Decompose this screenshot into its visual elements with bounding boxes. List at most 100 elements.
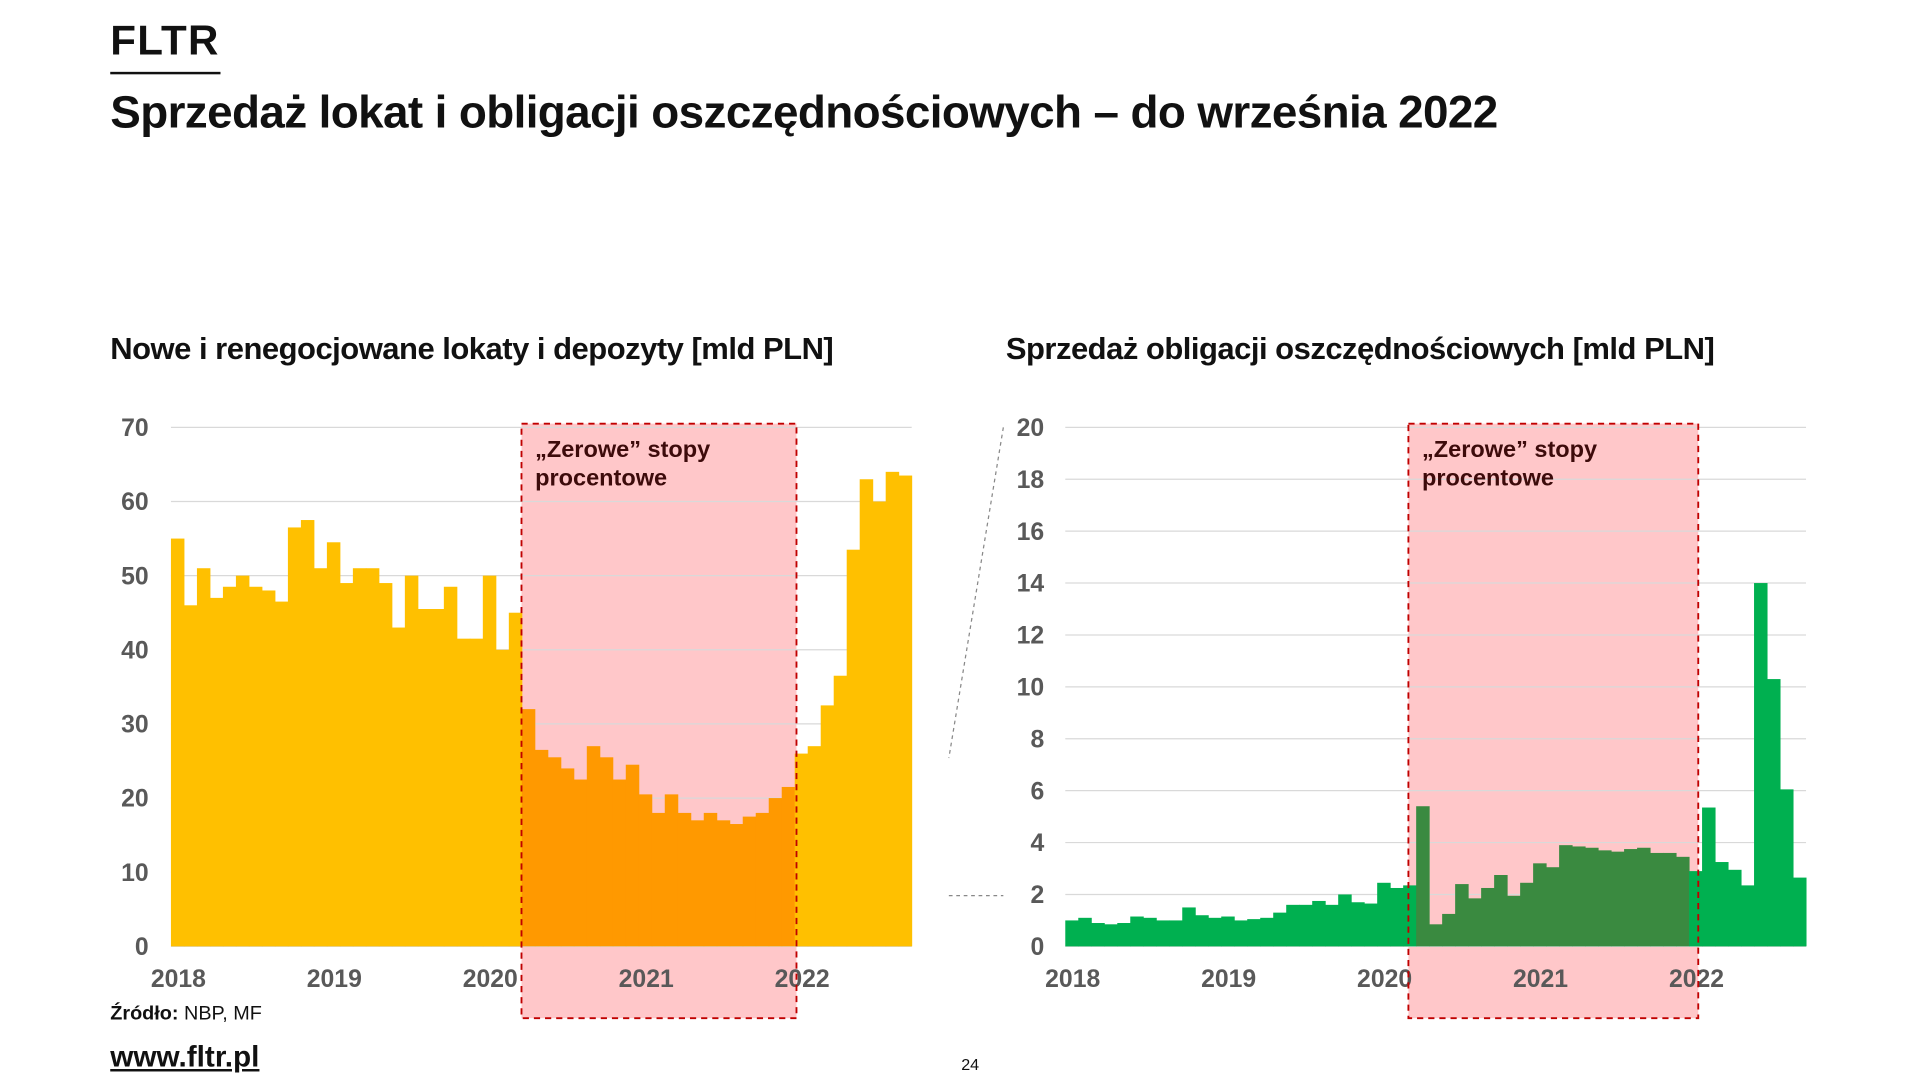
bar xyxy=(300,520,315,947)
x-tick-label: 2018 xyxy=(1045,966,1100,993)
bar xyxy=(612,779,627,947)
x-tick-label: 2021 xyxy=(619,966,674,993)
page-number: 24 xyxy=(961,1055,980,1074)
y-tick-label: 12 xyxy=(1017,623,1045,650)
bar xyxy=(469,638,484,947)
bar xyxy=(1689,871,1703,947)
bar xyxy=(547,757,562,947)
x-tick-label: 2019 xyxy=(1201,966,1256,993)
bar xyxy=(404,575,419,947)
bar xyxy=(1416,806,1430,947)
x-tick-label: 2020 xyxy=(1357,966,1412,993)
annotation-text: procentowe xyxy=(535,465,667,491)
bar xyxy=(209,597,224,947)
bar xyxy=(365,568,380,947)
annotation-text: procentowe xyxy=(1422,465,1554,491)
bar xyxy=(183,605,198,947)
bar xyxy=(339,583,354,947)
bar xyxy=(1247,919,1261,947)
bar xyxy=(430,609,445,947)
bar xyxy=(1143,917,1157,947)
bar xyxy=(1091,923,1105,947)
bar xyxy=(326,542,341,947)
bar xyxy=(443,586,458,947)
bar xyxy=(508,612,523,947)
bar xyxy=(1715,862,1729,947)
website-link[interactable]: www.fltr.pl xyxy=(110,1040,260,1074)
bar xyxy=(1533,863,1547,947)
x-tick-label: 2022 xyxy=(775,966,830,993)
bar xyxy=(1169,920,1183,947)
bar xyxy=(1260,917,1274,947)
bar xyxy=(1442,913,1456,947)
bar xyxy=(1117,923,1131,947)
bar xyxy=(625,764,640,947)
bar xyxy=(859,479,874,947)
bar xyxy=(1286,904,1300,947)
deposits-chart-title: Nowe i renegocjowane lokaty i depozyty [… xyxy=(110,331,834,367)
bar xyxy=(1312,900,1326,947)
bar xyxy=(586,746,601,947)
bar xyxy=(755,812,770,947)
bar xyxy=(1390,887,1404,947)
bar xyxy=(1520,882,1534,947)
bar xyxy=(1195,915,1209,947)
bar xyxy=(1572,846,1586,947)
page-title: Sprzedaż lokat i obligacji oszczędnościo… xyxy=(110,86,1498,138)
y-tick-label: 0 xyxy=(135,934,149,961)
bar xyxy=(1676,856,1690,947)
bar xyxy=(456,638,471,947)
bar xyxy=(1650,852,1664,947)
bar xyxy=(378,583,393,947)
bar xyxy=(1585,847,1599,947)
bar xyxy=(1728,869,1742,947)
bar xyxy=(1637,847,1651,947)
x-tick-label: 2019 xyxy=(307,966,362,993)
y-tick-label: 2 xyxy=(1030,882,1044,909)
bar xyxy=(742,816,757,947)
y-tick-label: 30 xyxy=(121,712,149,739)
bar xyxy=(1065,920,1079,947)
bar xyxy=(1273,912,1287,947)
bar xyxy=(703,812,718,947)
bar xyxy=(196,568,211,947)
x-tick-label: 2020 xyxy=(463,966,518,993)
y-tick-label: 8 xyxy=(1030,726,1044,753)
bar xyxy=(1078,917,1092,947)
bar xyxy=(1780,789,1794,947)
bar xyxy=(846,549,861,947)
bar xyxy=(872,501,887,947)
bar xyxy=(1754,583,1768,947)
bar xyxy=(534,749,549,947)
bar xyxy=(261,590,276,947)
bar xyxy=(1611,851,1625,947)
bar xyxy=(1429,924,1443,947)
bar xyxy=(1546,867,1560,947)
connector-line xyxy=(948,427,1004,759)
x-tick-label: 2021 xyxy=(1513,966,1568,993)
source-note: Źródło: NBP, MF xyxy=(110,1003,262,1025)
bar xyxy=(898,475,913,947)
y-tick-label: 0 xyxy=(1030,934,1044,961)
bar xyxy=(1624,849,1638,947)
bar xyxy=(495,649,510,947)
y-tick-label: 18 xyxy=(1017,467,1045,494)
bar xyxy=(1208,917,1222,947)
y-tick-label: 4 xyxy=(1030,830,1044,857)
bar xyxy=(638,794,653,947)
y-tick-label: 6 xyxy=(1030,778,1044,805)
bar xyxy=(417,609,432,947)
bar xyxy=(1325,904,1339,947)
bar xyxy=(521,709,536,947)
logo-underline xyxy=(110,71,221,74)
bar xyxy=(560,768,575,947)
bar xyxy=(1221,916,1235,947)
bar xyxy=(1559,845,1573,947)
y-tick-label: 50 xyxy=(121,563,149,590)
annotation-text: „Zerowe” stopy xyxy=(1422,436,1597,462)
bar xyxy=(651,812,666,947)
bar xyxy=(573,779,588,947)
bar xyxy=(170,538,185,947)
bar xyxy=(1663,852,1677,947)
